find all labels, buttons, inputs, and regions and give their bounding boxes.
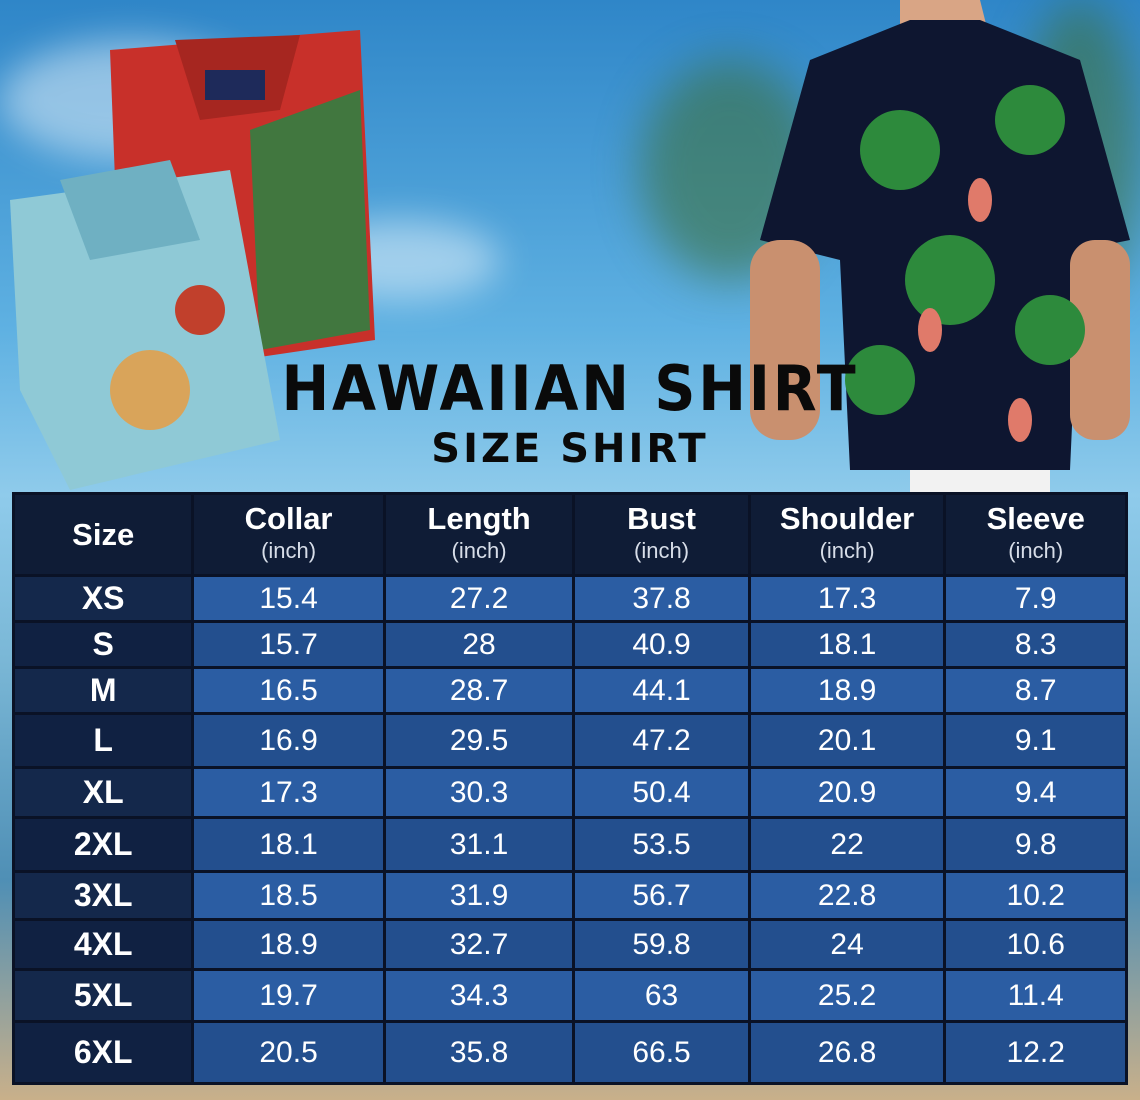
column-header-length: Length (inch): [382, 492, 576, 577]
cell-size: XS: [11, 574, 195, 623]
table-header-row: Size Collar (inch) Length (inch) Bust (inch) Sh…: [11, 492, 1128, 577]
cell-length: 31.1: [382, 816, 576, 873]
cell-sleeve: 11.4: [943, 968, 1128, 1023]
cell-size: 6XL: [11, 1020, 195, 1085]
cell-shoulder: 20.9: [747, 766, 947, 819]
table-row: 5XL 19.7 34.3 63 25.2 11.4: [11, 968, 1128, 1023]
header-label: Size: [72, 516, 135, 552]
column-header-bust: Bust (inch): [572, 492, 751, 577]
cell-size: 2XL: [11, 816, 195, 873]
cell-size: S: [11, 620, 195, 669]
cell-sleeve: 10.6: [943, 918, 1128, 971]
table-row: L 16.9 29.5 47.2 20.1 9.1: [11, 712, 1128, 769]
cell-bust: 40.9: [572, 620, 751, 669]
cell-length: 32.7: [382, 918, 576, 971]
cell-size: 5XL: [11, 968, 195, 1023]
header-label: Collar: [244, 500, 333, 536]
cell-sleeve: 9.4: [943, 766, 1128, 819]
folded-shirts-image: [10, 30, 375, 490]
header-unit: (inch): [261, 537, 317, 563]
cell-bust: 37.8: [572, 574, 751, 623]
cell-length: 31.9: [382, 870, 576, 921]
cell-sleeve: 8.3: [943, 620, 1128, 669]
cell-bust: 44.1: [572, 666, 751, 715]
table-row: XS 15.4 27.2 37.8 17.3 7.9: [11, 574, 1128, 623]
header-label: Bust: [627, 500, 696, 536]
cell-shoulder: 18.9: [747, 666, 947, 715]
header-unit: (inch): [819, 537, 875, 563]
cell-shoulder: 24: [747, 918, 947, 971]
cell-sleeve: 9.1: [943, 712, 1128, 769]
cell-collar: 15.4: [191, 574, 386, 623]
cell-collar: 18.1: [191, 816, 386, 873]
header-unit: (inch): [451, 537, 507, 563]
table-row: 6XL 20.5 35.8 66.5 26.8 12.2: [11, 1020, 1128, 1085]
cell-length: 34.3: [382, 968, 576, 1023]
cell-bust: 47.2: [572, 712, 751, 769]
cell-shoulder: 22: [747, 816, 947, 873]
cell-length: 28: [382, 620, 576, 669]
cell-length: 35.8: [382, 1020, 576, 1085]
header-label: Sleeve: [986, 500, 1085, 536]
cell-shoulder: 25.2: [747, 968, 947, 1023]
cell-sleeve: 7.9: [943, 574, 1128, 623]
table-row: XL 17.3 30.3 50.4 20.9 9.4: [11, 766, 1128, 819]
cell-bust: 59.8: [572, 918, 751, 971]
column-header-shoulder: Shoulder (inch): [747, 492, 947, 577]
cell-bust: 53.5: [572, 816, 751, 873]
cell-shoulder: 18.1: [747, 620, 947, 669]
cell-bust: 50.4: [572, 766, 751, 819]
cell-collar: 18.9: [191, 918, 386, 971]
cell-collar: 16.9: [191, 712, 386, 769]
cell-length: 27.2: [382, 574, 576, 623]
cell-bust: 66.5: [572, 1020, 751, 1085]
column-header-sleeve: Sleeve (inch): [943, 492, 1128, 577]
cell-collar: 17.3: [191, 766, 386, 819]
cell-sleeve: 12.2: [943, 1020, 1128, 1085]
cell-size: XL: [11, 766, 195, 819]
cell-length: 29.5: [382, 712, 576, 769]
table-row: 4XL 18.9 32.7 59.8 24 10.6: [11, 918, 1128, 971]
cell-bust: 63: [572, 968, 751, 1023]
table-row: 2XL 18.1 31.1 53.5 22 9.8: [11, 816, 1128, 873]
model-shirt-image: [750, 0, 1130, 492]
header-unit: (inch): [1008, 537, 1064, 563]
cell-collar: 16.5: [191, 666, 386, 715]
cell-collar: 18.5: [191, 870, 386, 921]
cell-length: 28.7: [382, 666, 576, 715]
table-row: 3XL 18.5 31.9 56.7 22.8 10.2: [11, 870, 1128, 921]
cell-shoulder: 17.3: [747, 574, 947, 623]
header-label: Shoulder: [779, 500, 915, 536]
cell-collar: 15.7: [191, 620, 386, 669]
column-header-collar: Collar (inch): [191, 492, 386, 577]
cell-size: L: [11, 712, 195, 769]
cell-sleeve: 8.7: [943, 666, 1128, 715]
table-row: M 16.5 28.7 44.1 18.9 8.7: [11, 666, 1128, 715]
cell-collar: 20.5: [191, 1020, 386, 1085]
cell-length: 30.3: [382, 766, 576, 819]
cell-sleeve: 9.8: [943, 816, 1128, 873]
cell-bust: 56.7: [572, 870, 751, 921]
cell-sleeve: 10.2: [943, 870, 1128, 921]
header-label: Length: [427, 500, 531, 536]
page-title: HAWAIIAN SHIRT: [281, 352, 859, 425]
size-chart-table: Size Collar (inch) Length (inch) Bust (inch) Sh…: [11, 492, 1128, 1085]
cell-shoulder: 26.8: [747, 1020, 947, 1085]
page-subtitle: SIZE SHIRT: [431, 426, 709, 472]
cell-shoulder: 20.1: [747, 712, 947, 769]
cell-collar: 19.7: [191, 968, 386, 1023]
cell-shoulder: 22.8: [747, 870, 947, 921]
cell-size: 3XL: [11, 870, 195, 921]
column-header-size: Size: [11, 492, 195, 577]
table-row: S 15.7 28 40.9 18.1 8.3: [11, 620, 1128, 669]
header-unit: (inch): [634, 537, 690, 563]
cell-size: 4XL: [11, 918, 195, 971]
cell-size: M: [11, 666, 195, 715]
